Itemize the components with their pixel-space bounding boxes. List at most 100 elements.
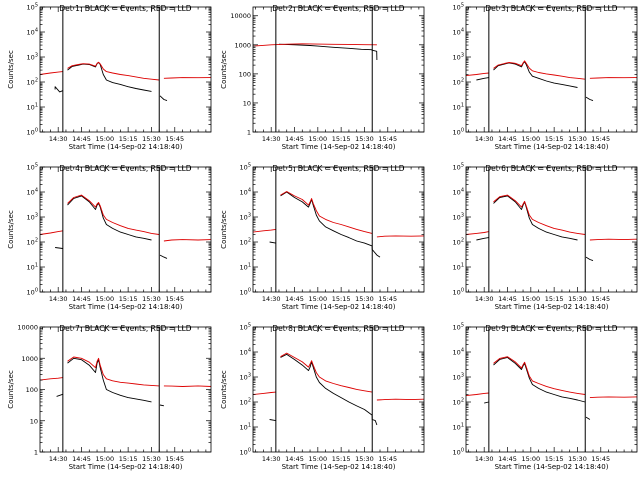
plot-frame [465,166,638,293]
series-line-lld [39,194,212,242]
series-line-events [278,43,378,61]
x-tick-label: 15:15 [332,135,351,143]
x-tick-label: 14:30 [49,455,68,463]
y-tick-label: 104 [27,188,38,197]
x-tick-label: 15:45 [591,135,610,143]
y-tick-label: 100 [239,70,251,78]
x-tick-label: 14:45 [72,295,91,303]
x-tick-label: 14:45 [72,135,91,143]
y-tick-label: 100 [27,128,38,137]
chart-title: Det 9: BLACK = Events, RED = LLD [485,324,617,333]
y-tick-label: 105 [27,3,38,12]
y-tick-label: 100 [240,288,251,297]
x-tick-label: 14:30 [49,135,68,143]
y-tick-label: 102 [453,238,464,247]
plot-frame [252,6,425,133]
x-tick-label: 14:30 [262,295,281,303]
y-tick-label: 104 [27,28,38,37]
series-line-events [54,62,168,102]
series-line-lld [465,356,638,399]
x-axis-label: Start Time (14-Sep-02 14:18:40) [282,463,396,471]
series-line-events [269,191,381,258]
plot-frame [465,6,638,133]
y-axis-label: Counts/sec [220,370,228,409]
x-tick-label: 14:45 [498,295,517,303]
y-tick-label: 105 [453,323,464,332]
y-tick-label: 104 [453,188,464,197]
x-tick-label: 15:30 [142,135,161,143]
x-tick-label: 15:00 [95,135,114,143]
x-tick-label: 14:45 [285,455,304,463]
y-tick-label: 104 [240,188,251,197]
x-tick-label: 15:15 [332,295,351,303]
x-tick-label: 14:45 [285,135,304,143]
series-line-lld [252,352,425,401]
y-tick-label: 10000 [17,324,38,332]
x-tick-label: 15:00 [521,455,540,463]
plot-frame [39,6,212,133]
x-tick-label: 14:30 [475,295,494,303]
y-tick-label: 1 [247,129,251,137]
y-tick-label: 100 [453,288,464,297]
chart-panel-det-2: Det 2: BLACK = Events, RED = LLD 1 10 100 10… [220,4,425,151]
chart-title: Det 4: BLACK = Events, RED = LLD [59,164,191,173]
x-tick-label: 15:45 [591,295,610,303]
x-axis-label: Start Time (14-Sep-02 14:18:40) [69,463,183,471]
x-tick-label: 14:45 [498,455,517,463]
x-tick-label: 15:45 [165,295,184,303]
y-tick-label: 105 [453,3,464,12]
y-axis-label: Counts/sec [7,210,15,249]
x-tick-label: 14:30 [262,135,281,143]
series-line-lld [465,194,638,241]
x-tick-label: 15:45 [378,295,397,303]
x-tick-label: 14:30 [475,455,494,463]
x-axis-label: Start Time (14-Sep-02 14:18:40) [282,143,396,151]
x-tick-label: 15:15 [332,455,351,463]
y-tick-label: 1000 [21,355,38,363]
x-tick-label: 15:00 [95,455,114,463]
x-tick-label: 14:45 [498,135,517,143]
x-tick-label: 15:30 [568,135,587,143]
y-axis-label: Counts/sec [220,210,228,249]
x-tick-label: 14:30 [49,295,68,303]
chart-panel-det-9: Det 9: BLACK = Events, RED = LLD 100 101 10… [453,323,638,471]
x-tick-label: 15:30 [142,455,161,463]
x-tick-label: 15:30 [568,295,587,303]
y-tick-label: 102 [27,78,38,87]
y-tick-label: 101 [27,263,38,272]
chart-panel-det-5: Det 5: BLACK = Events, RED = LLD 100 101 10… [220,163,425,311]
series-line-lld [252,191,425,238]
y-tick-label: 100 [453,128,464,137]
x-tick-label: 15:30 [355,135,374,143]
y-tick-label: 10 [243,99,251,107]
chart-panel-det-4: Det 4: BLACK = Events, RED = LLD 100 101 10… [7,163,212,311]
x-axis-label: Start Time (14-Sep-02 14:18:40) [69,143,183,151]
x-tick-label: 15:00 [308,135,327,143]
chart-panel-det-6: Det 6: BLACK = Events, RED = LLD 100 101 10… [453,163,638,311]
chart-title: Det 8: BLACK = Events, RED = LLD [272,324,404,333]
y-tick-label: 103 [453,53,464,62]
x-tick-label: 15:45 [165,135,184,143]
y-tick-label: 101 [453,263,464,272]
x-axis-label: Start Time (14-Sep-02 14:18:40) [495,463,609,471]
x-tick-label: 14:45 [285,295,304,303]
y-axis-label: Counts/sec [7,50,15,89]
chart-title: Det 6: BLACK = Events, RED = LLD [485,164,617,173]
x-tick-label: 15:15 [545,295,564,303]
series-line-events [484,357,591,420]
y-tick-label: 105 [27,163,38,172]
chart-title: Det 1: BLACK = Events, RED = LLD [59,4,191,13]
chart-title: Det 2: BLACK = Events, RED = LLD [272,4,404,13]
y-tick-label: 104 [453,348,464,357]
chart-panel-det-8: Det 8: BLACK = Events, RED = LLD 100 101 10… [220,323,425,471]
series-line-events [476,61,594,102]
series-line-events [56,357,164,407]
x-tick-label: 15:45 [591,455,610,463]
chart-title: Det 7: BLACK = Events, RED = LLD [59,324,191,333]
x-tick-label: 15:30 [355,455,374,463]
series-line-events [269,353,378,426]
y-tick-label: 105 [240,323,251,332]
plot-frame [39,166,212,293]
y-tick-label: 10 [30,417,38,425]
x-tick-label: 14:30 [475,135,494,143]
